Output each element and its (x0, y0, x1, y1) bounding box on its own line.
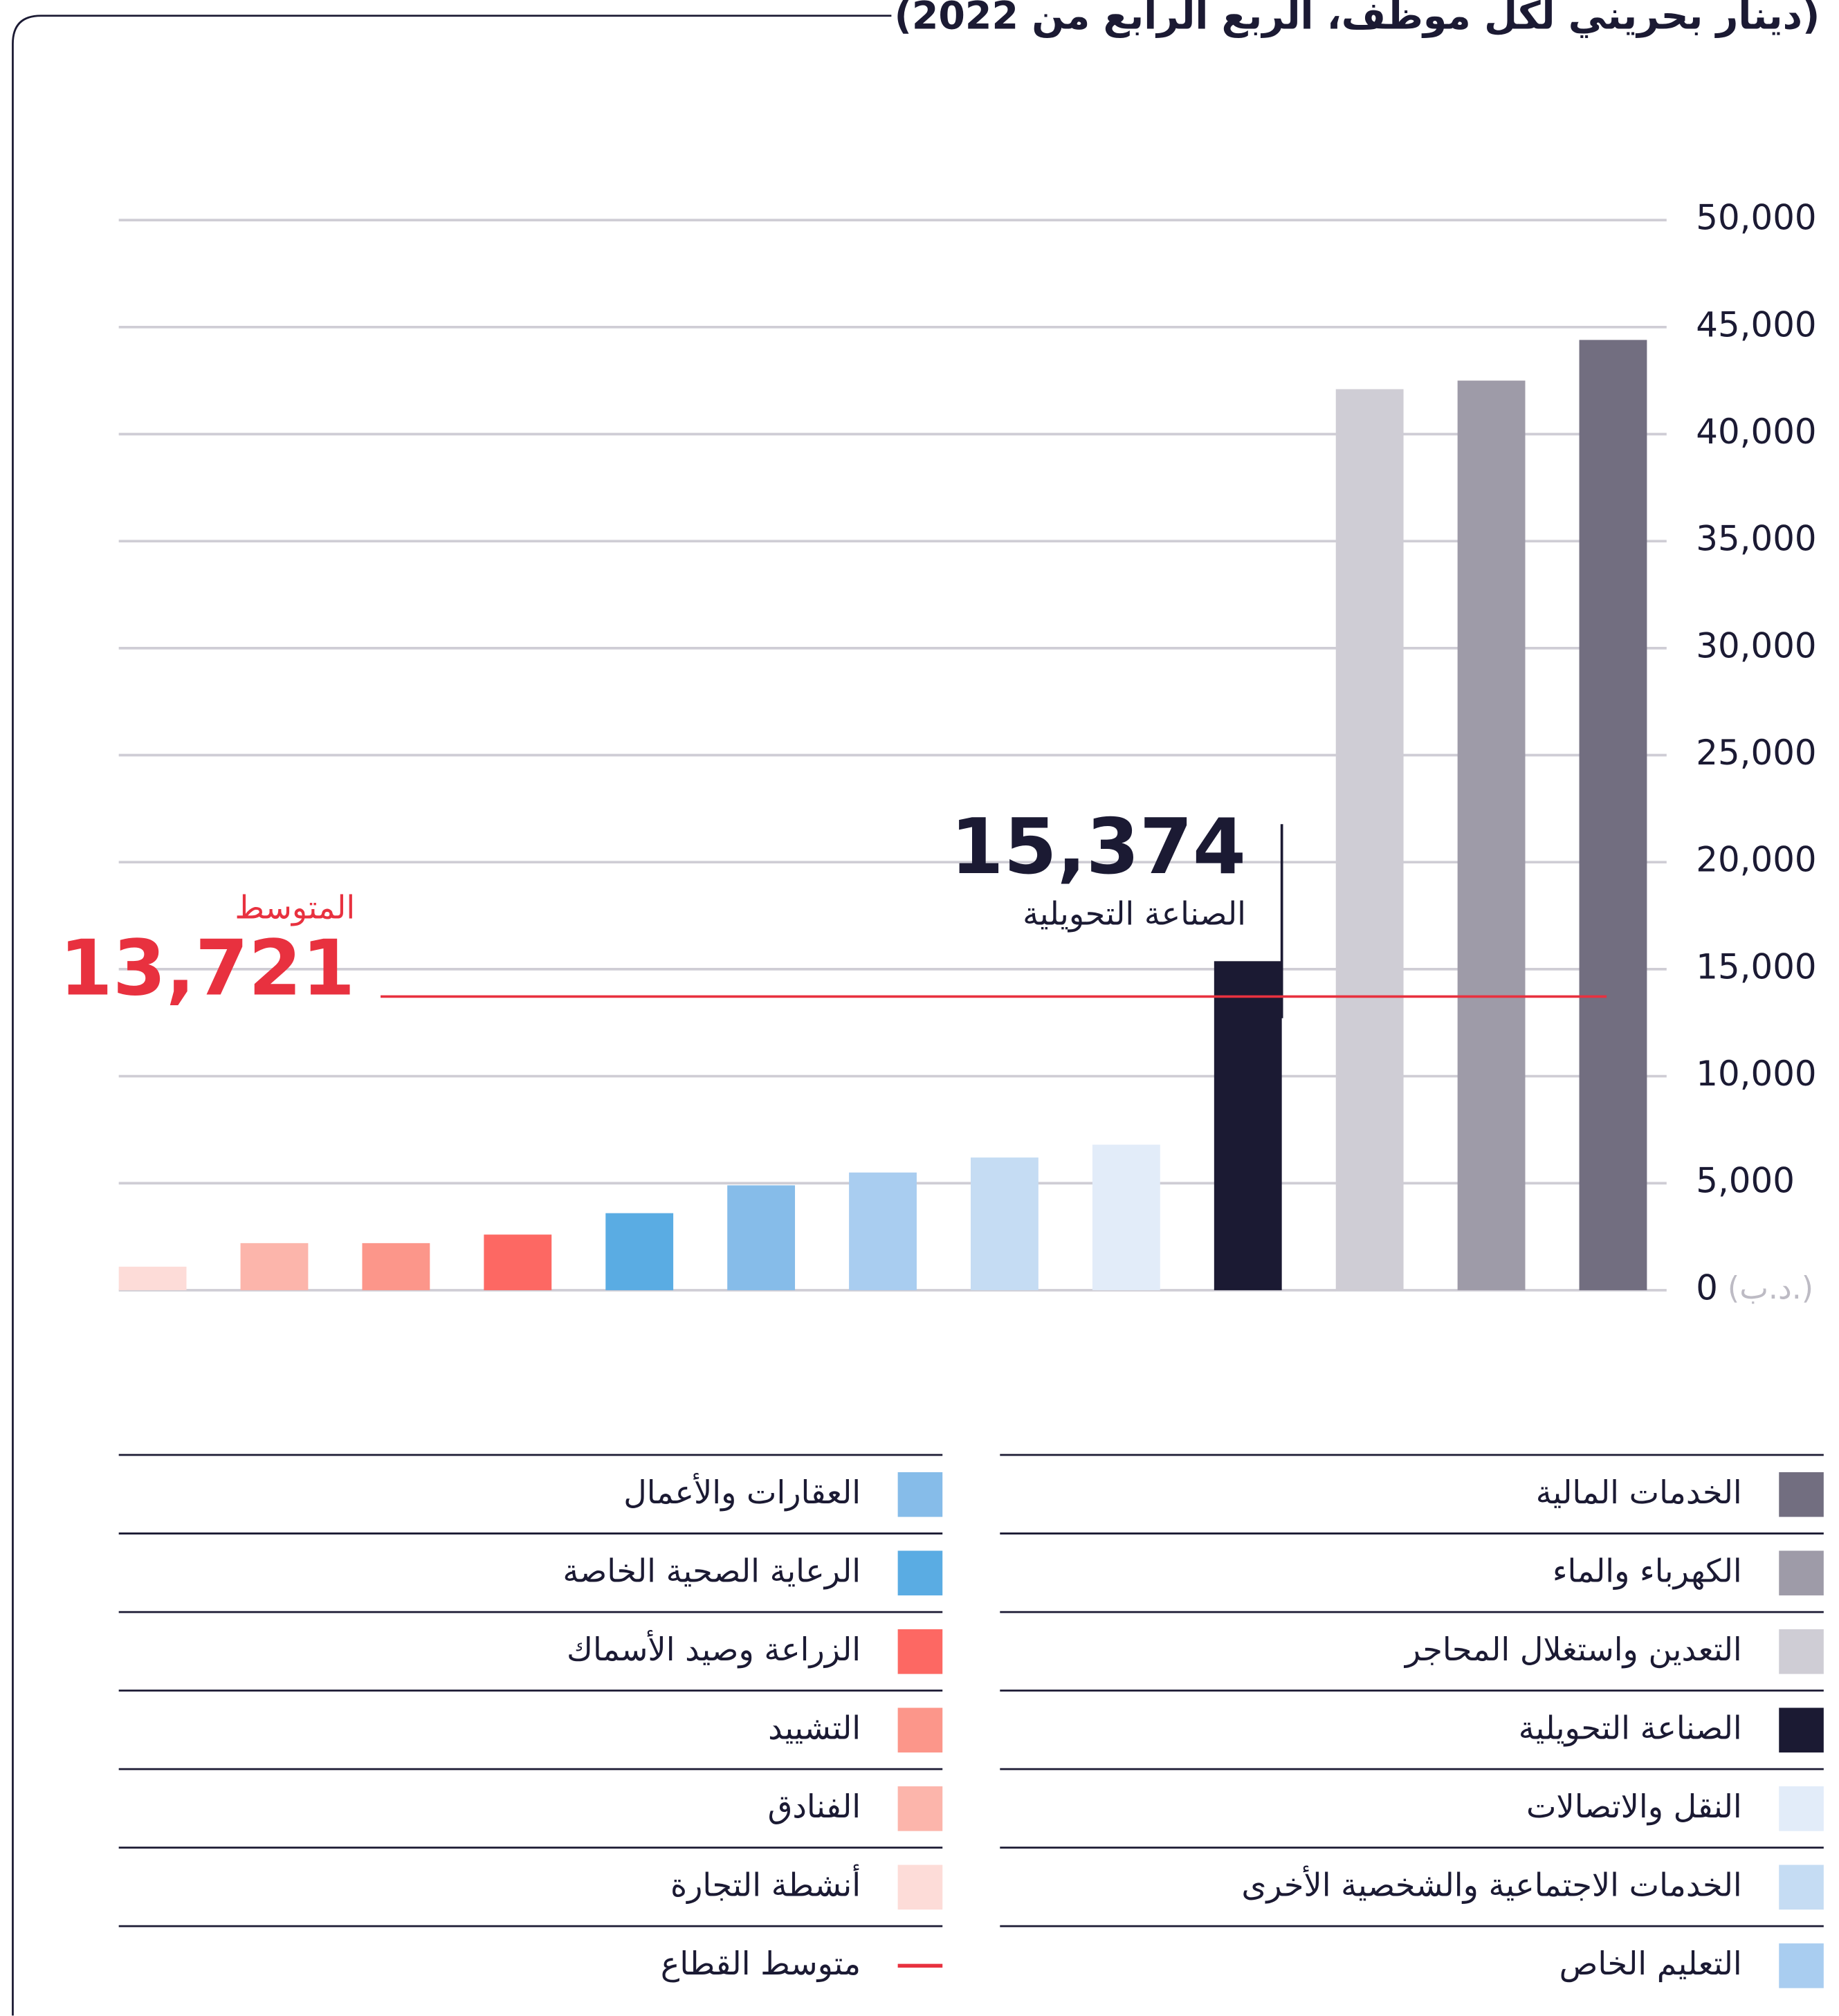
legend-swatch (897, 1629, 943, 1674)
legend-label: التشييد (768, 1709, 861, 1746)
y-tick-label: 20,000 (1696, 840, 1816, 880)
bar (727, 1185, 796, 1290)
legend-label: العقارات والأعمال (623, 1472, 861, 1512)
y-tick-label: 15,000 (1696, 946, 1816, 987)
legend-swatch (1779, 1472, 1824, 1517)
legend-label: الفنادق (768, 1788, 861, 1825)
chart-title: (دينار بحريني لكل موظف، الربع الرابع من … (895, 0, 1820, 39)
y-tick-label: 25,000 (1696, 733, 1816, 773)
legend-swatch (1779, 1550, 1824, 1596)
bar (1092, 1144, 1160, 1290)
legend-label: الخدمات المالية (1536, 1474, 1742, 1511)
bar (1214, 961, 1282, 1290)
legend-label: أنشطة التجارة (670, 1864, 861, 1903)
mean-label: المتوسط (235, 888, 355, 926)
value-label: 15,374 (951, 803, 1246, 892)
callout-category: الصناعة التحويلية (1023, 895, 1246, 933)
legend-swatch (897, 1707, 943, 1753)
mean-value-label: 13,721 (60, 924, 355, 1013)
bar (1335, 389, 1404, 1290)
bar (1579, 340, 1647, 1290)
bar (240, 1243, 309, 1290)
y-tick-label: 45,000 (1696, 304, 1816, 345)
y-tick-label: 5,000 (1696, 1161, 1795, 1201)
frame (12, 15, 892, 2016)
legend-label: الصناعة التحويلية (1519, 1709, 1742, 1747)
legend-swatch (1779, 1629, 1824, 1674)
legend-swatch (897, 1786, 943, 1831)
y-tick-label: 0 (1696, 1267, 1718, 1308)
bar (1457, 381, 1526, 1290)
legend-label: الكهرباء والماء (1553, 1552, 1742, 1590)
legend-label: التعدين واستغلال المحاجر (1404, 1631, 1742, 1669)
legend-label: متوسط القطاع (661, 1945, 861, 1983)
bar (605, 1213, 674, 1290)
bar (362, 1243, 430, 1290)
y-unit: (د.ب.) (1728, 1271, 1813, 1306)
legend-label: الخدمات الاجتماعية والشخصية الأخرى (1241, 1864, 1741, 1904)
bar (971, 1157, 1039, 1290)
legend-swatch (897, 1864, 943, 1910)
legend-swatch (1779, 1707, 1824, 1753)
legend-swatch (1779, 1864, 1824, 1910)
legend-label: الزراعة وصيد الأسماك (567, 1629, 861, 1669)
legend-label: الرعاية الصحية الخاصة (562, 1552, 861, 1590)
legend-label: التعليم الخاص (1559, 1945, 1742, 1983)
legend-swatch (1779, 1786, 1824, 1831)
bar (118, 1266, 187, 1290)
y-tick-label: 50,000 (1696, 198, 1816, 238)
y-tick-label: 30,000 (1696, 625, 1816, 666)
bar (849, 1172, 917, 1290)
y-tick-label: 10,000 (1696, 1054, 1816, 1094)
bar (484, 1234, 552, 1290)
legend-label: النقل والاتصالات (1526, 1788, 1742, 1826)
legend-swatch (897, 1550, 943, 1596)
y-tick-label: 35,000 (1696, 519, 1816, 559)
legend-swatch (1779, 1943, 1824, 1988)
y-tick-label: 40,000 (1696, 412, 1816, 452)
legend-swatch (897, 1472, 943, 1517)
